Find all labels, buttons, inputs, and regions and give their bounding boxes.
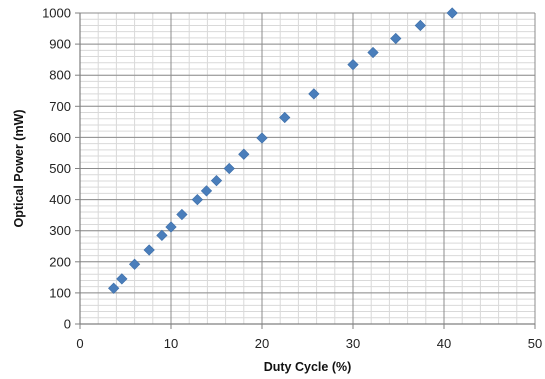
data-point-diamond [116, 273, 128, 285]
data-point-diamond [176, 208, 188, 221]
data-point-diamond [200, 185, 213, 197]
y-tick-label: 400 [49, 192, 71, 207]
data-point-diamond [223, 162, 235, 175]
x-tick-labels: 0 10 20 30 40 50 [76, 336, 542, 351]
x-axis-title: Duty Cycle (%) [264, 360, 352, 374]
data-point-diamond [367, 46, 379, 59]
y-axis-title: Optical Power (mW) [12, 109, 26, 227]
x-tick-label: 10 [164, 336, 178, 351]
y-tick-label: 100 [49, 285, 71, 300]
data-point-diamond [308, 88, 320, 100]
x-tick-label: 20 [255, 336, 269, 351]
y-tick-label: 1000 [42, 6, 71, 21]
data-point-diamond [108, 282, 120, 294]
data-point-diamond [446, 7, 458, 19]
y-tick-label: 900 [49, 37, 71, 52]
data-point-diamond [238, 148, 250, 160]
y-tick-label: 700 [49, 99, 71, 114]
x-tick-label: 50 [528, 336, 542, 351]
data-point-diamond [279, 111, 291, 124]
x-tick-label: 40 [437, 336, 451, 351]
data-point-diamond [156, 229, 168, 241]
data-point-diamond [210, 175, 223, 187]
data-point-diamond [347, 59, 359, 71]
data-points [108, 7, 458, 294]
axes [75, 12, 536, 329]
x-tick-label: 30 [346, 336, 360, 351]
y-tick-label: 800 [49, 68, 71, 83]
data-point-diamond [256, 132, 268, 144]
y-tick-label: 0 [64, 317, 71, 332]
y-tick-label: 300 [49, 223, 71, 238]
data-point-diamond [128, 258, 141, 270]
data-point-diamond [390, 32, 402, 45]
y-tick-labels: 0 100 200 300 400 500 600 700 800 900 1000 [42, 6, 71, 332]
y-tick-label: 600 [49, 130, 71, 145]
data-point-diamond [165, 221, 177, 233]
data-point-diamond [191, 193, 204, 206]
data-point-diamond [414, 19, 426, 32]
y-tick-label: 200 [49, 254, 71, 269]
y-tick-label: 500 [49, 161, 71, 176]
data-point-diamond [143, 244, 155, 256]
x-tick-label: 0 [76, 336, 83, 351]
major-gridlines [79, 12, 536, 325]
